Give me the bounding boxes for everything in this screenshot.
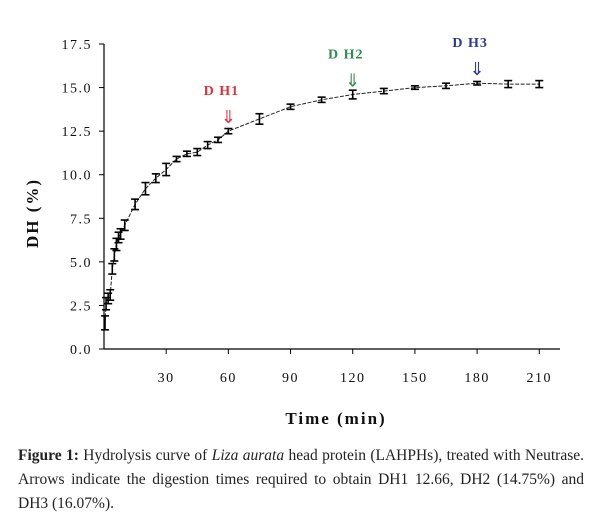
y-tick-label: 7.5: [70, 212, 92, 227]
y-tick-label: 12.5: [62, 125, 93, 140]
x-tick-label: 30: [158, 371, 175, 386]
data-point: [172, 155, 181, 163]
series-line: [104, 82, 540, 323]
x-tick-label: 180: [464, 371, 490, 386]
data-point: [162, 162, 171, 177]
y-tick-label: 2.5: [70, 299, 92, 314]
annotation-label: D H1: [204, 84, 240, 99]
y-tick-label: 15.0: [62, 82, 93, 97]
data-point: [224, 127, 233, 135]
annotation-label: D H2: [328, 48, 364, 63]
y-tick-label: 0.0: [70, 343, 92, 358]
data-point: [442, 82, 450, 90]
data-point: [473, 80, 482, 86]
data-point: [120, 219, 129, 232]
x-tick-label: 90: [282, 371, 299, 386]
down-arrow-icon: ⇓: [345, 71, 360, 92]
y-tick-label: 10.0: [62, 169, 93, 184]
data-point: [348, 89, 357, 100]
data-point: [317, 96, 326, 104]
chart-series: [101, 79, 544, 331]
data-point: [193, 147, 202, 157]
down-arrow-icon: ⇓: [221, 107, 236, 128]
data-point: [116, 227, 125, 240]
x-tick-label: 210: [527, 371, 553, 386]
data-point: [214, 136, 222, 144]
data-point: [106, 288, 115, 302]
x-tick-label: 120: [340, 371, 366, 386]
caption-label: Figure 1:: [18, 447, 79, 464]
data-point: [504, 79, 513, 89]
x-tick-label: 60: [220, 371, 237, 386]
chart-axes: 0.0 2.5 5.0 7.5 10.0 12.5 15.0 17.5 30 60 90 120 150…: [62, 38, 560, 386]
caption-species: Liza aurata: [211, 447, 285, 464]
y-tick-label: 5.0: [70, 256, 92, 271]
data-point: [131, 198, 140, 211]
data-point: [255, 112, 264, 125]
annotation-label: D H3: [452, 36, 488, 51]
y-axis-title: DH (%): [23, 178, 42, 248]
caption-text-2: head protein (LAHPHs), treated with Neut…: [18, 447, 584, 512]
data-point: [108, 262, 117, 275]
down-arrow-icon: ⇓: [470, 59, 485, 80]
x-tick-label: 150: [402, 371, 428, 386]
data-point: [151, 173, 160, 184]
data-point: [141, 181, 150, 196]
hydrolysis-chart: 0.0 2.5 5.0 7.5 10.0 12.5 15.0 17.5 30 60 90 120 150…: [23, 36, 560, 428]
data-point: [101, 315, 110, 331]
data-point: [410, 85, 419, 91]
data-point: [182, 150, 191, 158]
x-axis-title: Time (min): [285, 409, 386, 428]
y-tick-label: 17.5: [62, 38, 93, 53]
data-point: [379, 87, 388, 95]
chart-annotations: ⇓ D H1 ⇓ D H2 ⇓ D H3: [204, 36, 488, 128]
figure-caption: Figure 1: Hydrolysis curve of Liza aurat…: [18, 444, 584, 516]
data-point: [535, 79, 544, 89]
data-point: [286, 103, 295, 111]
caption-text-1: Hydrolysis curve of: [78, 447, 212, 464]
data-point: [203, 140, 212, 150]
